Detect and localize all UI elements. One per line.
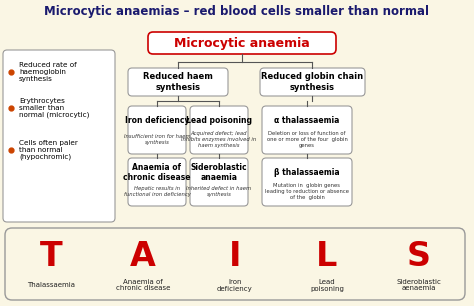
Text: Reduced globin chain
synthesis: Reduced globin chain synthesis (262, 72, 364, 92)
Text: Iron
deficiency: Iron deficiency (217, 278, 253, 292)
Text: Lead poisoning: Lead poisoning (186, 116, 252, 125)
Text: T: T (40, 240, 62, 273)
Text: Inherited defect in haem
synthesis: Inherited defect in haem synthesis (186, 186, 252, 197)
Text: Microcytic anaemias – red blood cells smaller than normal: Microcytic anaemias – red blood cells sm… (45, 5, 429, 17)
Text: Thalassaemia: Thalassaemia (27, 282, 75, 288)
Text: I: I (229, 240, 241, 273)
Text: Erythrocytes
smaller than
normal (microcytic): Erythrocytes smaller than normal (microc… (19, 98, 90, 118)
FancyBboxPatch shape (128, 158, 186, 206)
Text: Anaemia of
chronic disease: Anaemia of chronic disease (123, 163, 191, 182)
FancyBboxPatch shape (5, 228, 465, 300)
Text: Cells often paler
than normal
(hypochromic): Cells often paler than normal (hypochrom… (19, 140, 78, 160)
FancyBboxPatch shape (3, 50, 115, 222)
Text: Microcytic anaemia: Microcytic anaemia (174, 36, 310, 50)
FancyBboxPatch shape (262, 106, 352, 154)
Text: Reduced haem
synthesis: Reduced haem synthesis (143, 72, 213, 92)
Text: Mutation in  globin genes
leading to reduction or absence
of the  globin: Mutation in globin genes leading to redu… (265, 183, 349, 200)
FancyBboxPatch shape (128, 106, 186, 154)
Text: Reduced rate of
haemoglobin
synthesis: Reduced rate of haemoglobin synthesis (19, 62, 77, 82)
FancyBboxPatch shape (148, 32, 336, 54)
FancyBboxPatch shape (190, 106, 248, 154)
FancyBboxPatch shape (262, 158, 352, 206)
Text: A: A (130, 240, 156, 273)
FancyBboxPatch shape (128, 68, 228, 96)
Text: Acquired defect; lead
inhibits enzymes involved in
haem synthesis: Acquired defect; lead inhibits enzymes i… (182, 131, 256, 148)
Text: Deletion or loss of function of
one or more of the four  globin
genes: Deletion or loss of function of one or m… (266, 131, 347, 148)
FancyBboxPatch shape (260, 68, 365, 96)
Text: Anaemia of
chronic disease: Anaemia of chronic disease (116, 278, 170, 292)
Text: Iron deficiency: Iron deficiency (125, 116, 189, 125)
Text: L: L (316, 240, 337, 273)
Text: Sideroblastic
aenaemia: Sideroblastic aenaemia (397, 278, 441, 292)
Text: Lead
poisoning: Lead poisoning (310, 278, 344, 292)
FancyBboxPatch shape (190, 158, 248, 206)
Text: β thalassaemia: β thalassaemia (274, 168, 340, 177)
Text: S: S (407, 240, 431, 273)
Text: Sideroblastic
anaemia: Sideroblastic anaemia (191, 163, 247, 182)
Text: Hepatic results in
functional iron deficiency: Hepatic results in functional iron defic… (124, 186, 191, 197)
Text: α thalassaemia: α thalassaemia (274, 116, 340, 125)
Text: Insufficient iron for haem
synthesis: Insufficient iron for haem synthesis (124, 134, 191, 145)
